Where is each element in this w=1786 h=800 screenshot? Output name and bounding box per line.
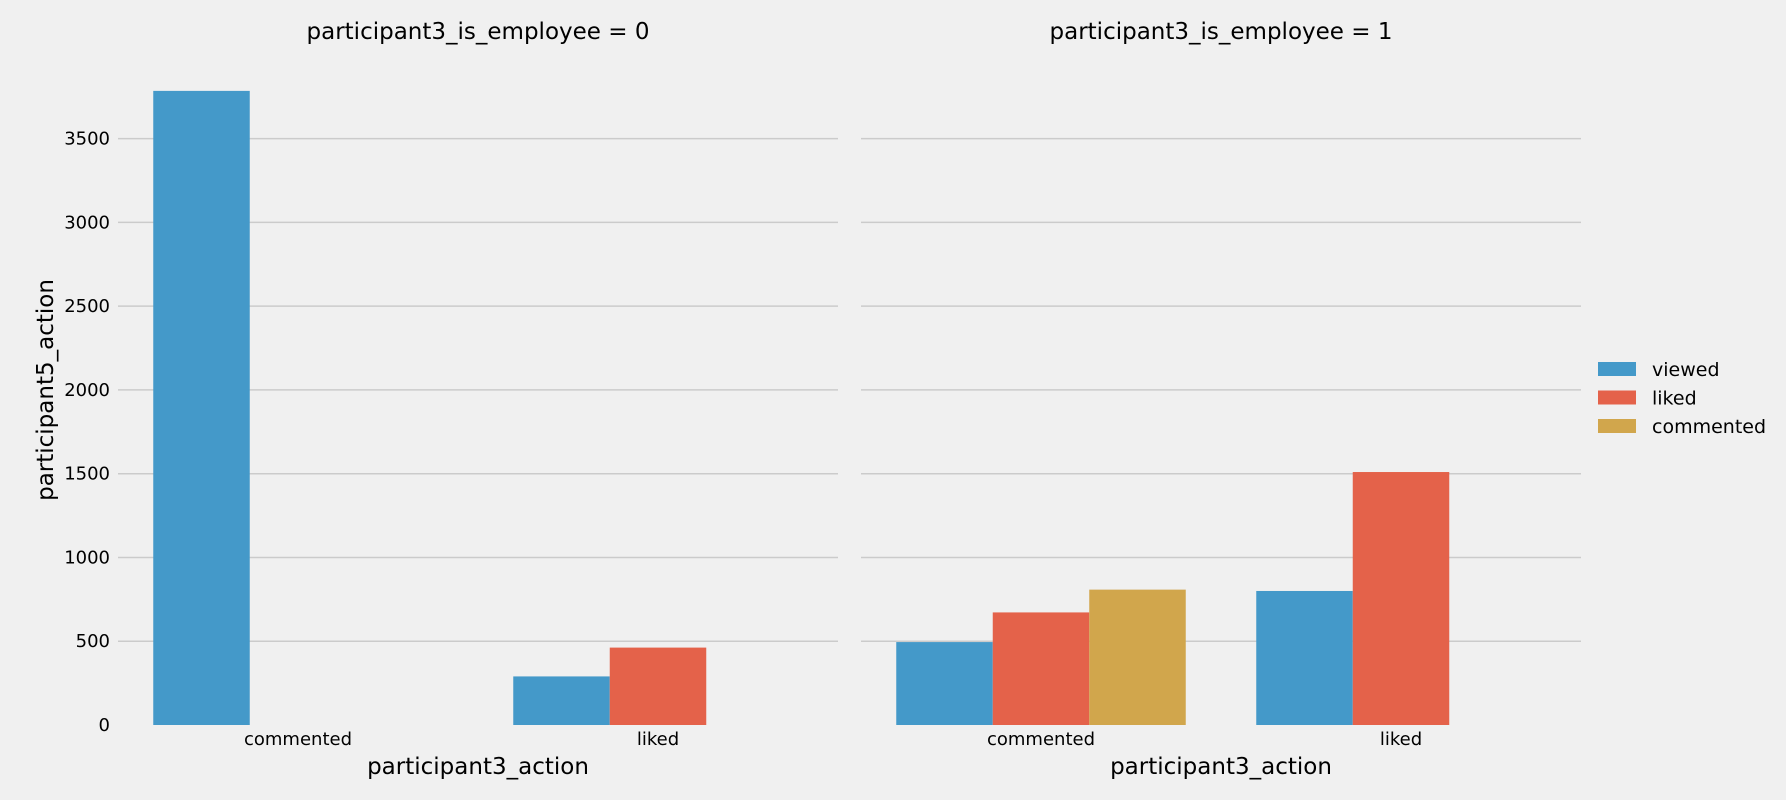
y-axis-label: participant5_action	[33, 279, 59, 501]
bar-liked-commented	[992, 612, 1090, 725]
panel-0: 0 500 1000 1500 2000 2500 3000 3500 participant3…	[64, 19, 838, 780]
legend-swatch	[1598, 419, 1636, 433]
y-tick-label: 0	[99, 715, 110, 736]
x-tick-label: liked	[1380, 729, 1422, 750]
x-tick-label: commented	[987, 729, 1095, 750]
y-tick-label: 1500	[64, 464, 110, 485]
panel-1: participant3_is_employee = 1 commented lik…	[861, 19, 1581, 780]
panel-title: participant3_is_employee = 1	[1050, 19, 1393, 45]
y-tick-label: 1000	[64, 547, 110, 568]
y-tick-label: 2500	[64, 296, 110, 317]
bar-viewed-liked	[513, 676, 610, 725]
legend: viewed liked commented	[1598, 359, 1766, 438]
x-axis-label: participant3_action	[367, 754, 589, 780]
legend-item-commented: commented	[1598, 416, 1766, 438]
panel-title: participant3_is_employee = 0	[307, 19, 650, 45]
x-tick-label: liked	[637, 729, 679, 750]
legend-item-liked: liked	[1598, 388, 1697, 410]
bar-viewed-commented	[153, 90, 250, 726]
legend-label: viewed	[1652, 359, 1720, 381]
legend-swatch	[1598, 362, 1636, 376]
legend-label: liked	[1652, 388, 1697, 410]
legend-item-viewed: viewed	[1598, 359, 1720, 381]
bar-liked-liked	[609, 647, 707, 725]
legend-label: commented	[1652, 416, 1766, 438]
y-tick-label: 2000	[64, 380, 110, 401]
y-tick-label: 3500	[64, 129, 110, 150]
x-tick-label: commented	[244, 729, 352, 750]
bar-liked-liked	[1352, 472, 1450, 725]
y-tick-label: 3000	[64, 212, 110, 233]
legend-swatch	[1598, 390, 1636, 405]
y-tick-label: 500	[76, 631, 110, 652]
bar-commented-commented	[1089, 589, 1186, 725]
x-axis-label: participant3_action	[1110, 754, 1332, 780]
bar-viewed-liked	[1256, 590, 1353, 725]
panels: 0 500 1000 1500 2000 2500 3000 3500 participant3…	[64, 19, 1581, 780]
bar-viewed-commented	[896, 642, 993, 725]
